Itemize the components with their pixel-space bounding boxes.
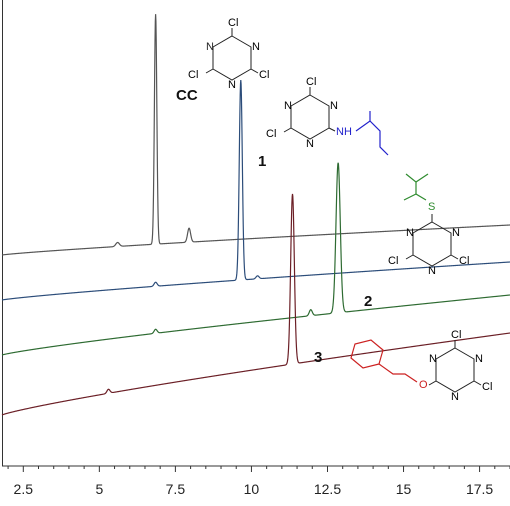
chromatogram-traces <box>1 14 510 416</box>
svg-text:O: O <box>419 379 428 391</box>
svg-text:Cl: Cl <box>482 381 492 393</box>
x-tick-label: 12.5 <box>314 481 341 497</box>
svg-text:N: N <box>428 265 436 277</box>
svg-text:N: N <box>284 100 292 112</box>
svg-text:N: N <box>429 353 437 365</box>
label-cc: CC <box>176 87 198 104</box>
svg-text:N: N <box>252 41 260 53</box>
svg-text:Cl: Cl <box>451 329 461 341</box>
svg-text:Cl: Cl <box>306 76 316 88</box>
structure-cc: Cl Cl Cl N N N <box>188 17 269 91</box>
svg-text:N: N <box>406 227 414 239</box>
x-axis-tick-labels: 2.5 5 7.5 10 12.5 15 17.5 <box>14 481 494 497</box>
x-tick-label: 2.5 <box>14 481 34 497</box>
svg-text:N: N <box>451 391 459 403</box>
x-axis-ticks <box>7 466 510 472</box>
series-line-cc <box>1 14 510 256</box>
svg-text:NH: NH <box>336 126 352 138</box>
x-tick-label: 17.5 <box>466 481 493 497</box>
x-tick-label: 7.5 <box>166 481 186 497</box>
svg-text:N: N <box>206 41 214 53</box>
svg-text:S: S <box>428 201 435 213</box>
series-line-3 <box>1 193 510 416</box>
svg-text:Cl: Cl <box>388 255 398 267</box>
svg-text:N: N <box>475 353 483 365</box>
x-tick-label: 15 <box>396 481 412 497</box>
series-line-2 <box>1 162 510 356</box>
x-tick-label: 10 <box>244 481 260 497</box>
series-line-1 <box>1 79 510 301</box>
structure-1: Cl Cl N N N NH <box>266 76 389 156</box>
svg-text:N: N <box>228 79 236 91</box>
label-1: 1 <box>258 153 266 170</box>
label-2: 2 <box>364 293 372 310</box>
svg-text:Cl: Cl <box>459 255 469 267</box>
svg-text:N: N <box>330 100 338 112</box>
svg-text:N: N <box>306 138 314 150</box>
structure-2: S Cl Cl N N N <box>388 173 469 277</box>
label-3: 3 <box>314 349 322 366</box>
svg-text:Cl: Cl <box>228 17 238 29</box>
svg-text:Cl: Cl <box>188 69 198 81</box>
structure-3: Cl Cl O N N N <box>350 329 492 403</box>
svg-text:Cl: Cl <box>259 69 269 81</box>
svg-text:N: N <box>452 227 460 239</box>
x-tick-label: 5 <box>95 481 103 497</box>
svg-text:Cl: Cl <box>266 128 276 140</box>
